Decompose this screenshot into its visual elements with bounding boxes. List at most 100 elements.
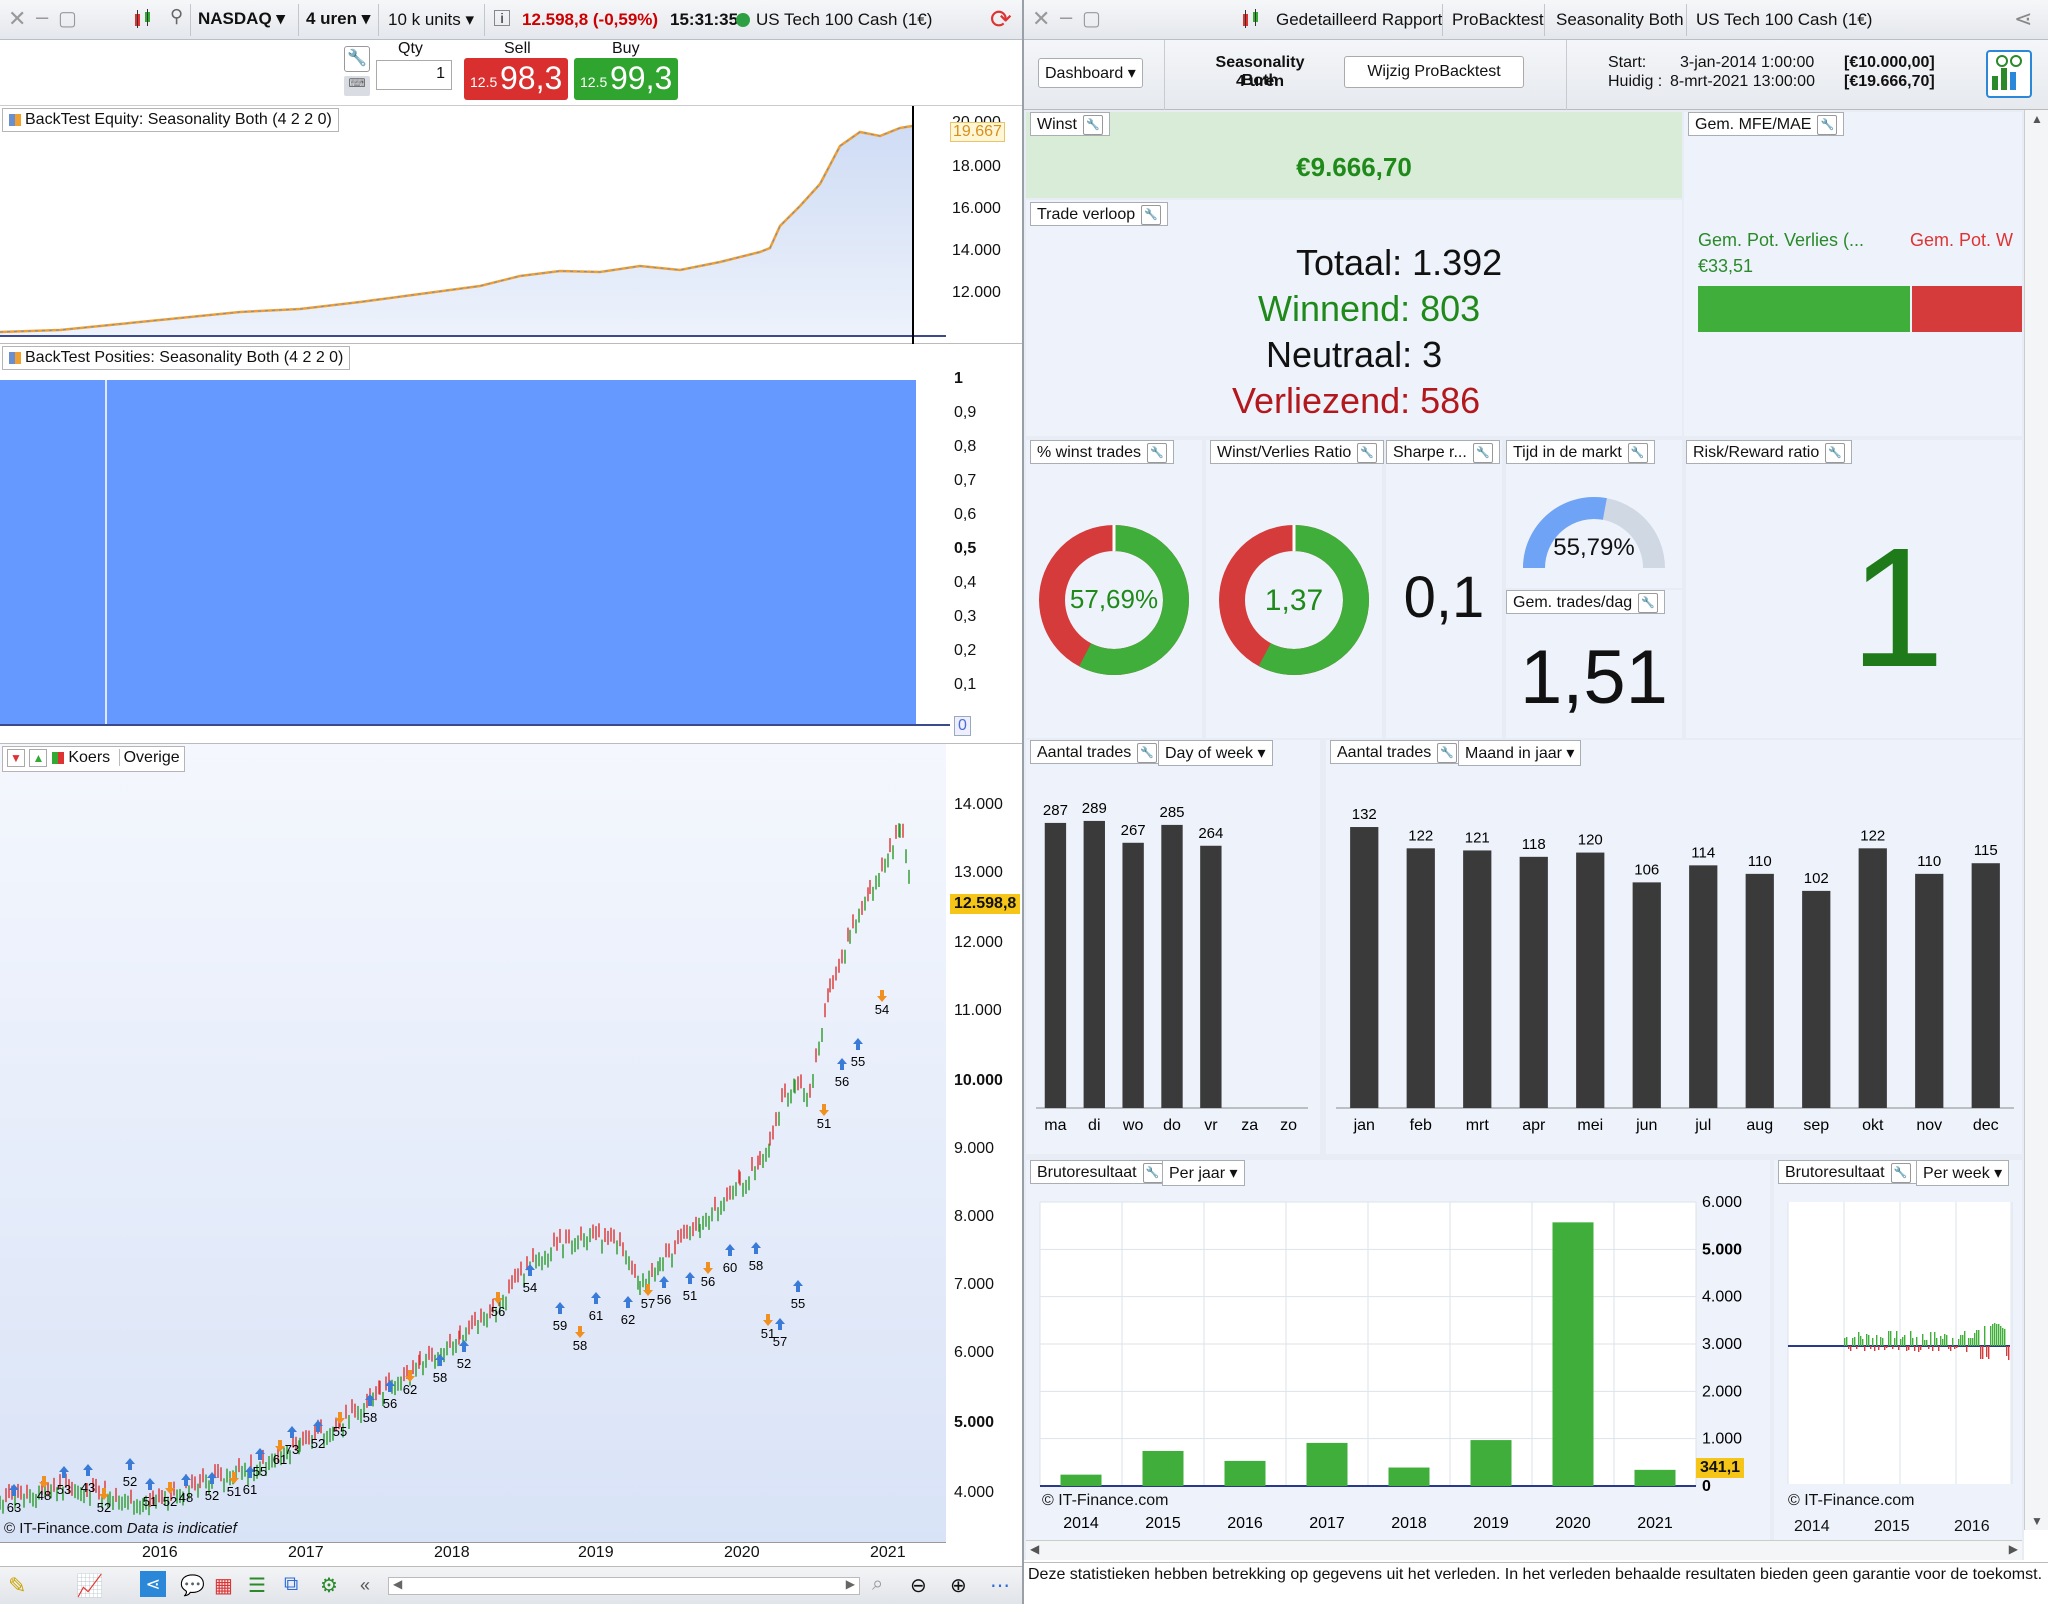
units-selector[interactable]: 10 k units ▾ xyxy=(388,10,475,29)
bar xyxy=(1044,822,1067,1108)
zoom-out-icon[interactable]: ⊖ xyxy=(910,1575,927,1597)
per-year-dropdown[interactable]: Per jaar ▾ xyxy=(1162,1160,1245,1186)
wrench-icon[interactable]: 🔧 xyxy=(1142,1163,1163,1183)
week-bar xyxy=(1890,1331,1892,1346)
win-pct-title[interactable]: % winst trades 🔧 xyxy=(1030,440,1175,464)
dashboard-dropdown[interactable]: Dashboard ▾ xyxy=(1038,58,1143,88)
zoom-in-icon[interactable]: ⊕ xyxy=(950,1575,967,1597)
winst-value: €9.666,70 xyxy=(1296,152,1412,182)
wrench-icon[interactable]: 🔧 xyxy=(1825,443,1846,463)
x-tick-label: za xyxy=(1241,1117,1258,1134)
dashboard-settings-icon[interactable] xyxy=(1986,50,2032,98)
week-bar xyxy=(2004,1329,2006,1346)
mfe-mae-title[interactable]: Gem. MFE/MAE 🔧 xyxy=(1688,112,1845,136)
sell-arrow-icon[interactable]: ▼ xyxy=(7,749,25,767)
buy-button[interactable]: 12.5 99,3 xyxy=(574,58,678,100)
price-title[interactable]: Koers xyxy=(68,749,111,766)
minimize-icon[interactable]: – xyxy=(1060,4,1073,29)
tools-icon[interactable]: ⚙ xyxy=(320,1575,338,1597)
link-icon[interactable]: ⚲ xyxy=(170,6,184,26)
gross-by-year-title[interactable]: Brutoresultaat 🔧 xyxy=(1030,1160,1170,1184)
trade-verloop-title[interactable]: Trade verloop 🔧 xyxy=(1030,202,1169,226)
share-icon[interactable]: ⋖ xyxy=(140,1571,166,1597)
share-icon[interactable]: ⋖ xyxy=(2014,6,2033,31)
instrument-label: NASDAQ xyxy=(198,9,272,28)
edit-probacktest-button[interactable]: Wijzig ProBacktest xyxy=(1344,56,1524,88)
sharpe-widget: Sharpe r... 🔧 0,1 xyxy=(1386,440,1502,738)
maximize-icon[interactable]: ▢ xyxy=(1082,8,1101,30)
wrench-icon[interactable]: 🔧 xyxy=(1083,115,1103,135)
dashboard-horizontal-scrollbar[interactable]: ◀ ▶ xyxy=(1026,1540,2022,1560)
trade-verloop-widget: Trade verloop 🔧 Totaal: 1.392 Winnend: 80… xyxy=(1026,200,1682,436)
wrench-icon[interactable]: 🔧 xyxy=(1472,443,1493,463)
buy-arrow-icon[interactable]: ▲ xyxy=(29,749,48,767)
close-icon[interactable]: ✕ xyxy=(1032,6,1051,31)
equity-panel-title[interactable]: BackTest Equity: Seasonality Both (4 2 2… xyxy=(2,108,339,132)
gross-week-watermark: © IT-Finance.com xyxy=(1788,1492,1915,1509)
week-bar xyxy=(1930,1332,1932,1346)
wrench-icon[interactable]: 🔧 xyxy=(1141,205,1162,225)
trade-label: 57 xyxy=(641,1296,655,1311)
sell-button[interactable]: 12.5 98,3 xyxy=(464,58,568,100)
trades-by-month-title[interactable]: Aantal trades 🔧 xyxy=(1330,740,1465,764)
wl-ratio-title[interactable]: Winst/Verlies Ratio 🔧 xyxy=(1210,440,1385,464)
gross-by-week-title[interactable]: Brutoresultaat 🔧 xyxy=(1778,1160,1918,1184)
chart-type-icon[interactable]: 📈 xyxy=(76,1573,104,1598)
vertical-scrollbar[interactable]: ▲ ▼ xyxy=(2024,110,2048,1530)
tab-probacktest[interactable]: ProBacktest xyxy=(1452,10,1544,29)
wrench-icon[interactable]: 🔧 xyxy=(1638,593,1659,613)
wrench-icon[interactable]: 🔧 xyxy=(1437,743,1458,763)
wrench-icon[interactable]: 🔧 xyxy=(1137,743,1158,763)
positions-baseline xyxy=(0,724,950,726)
timeframe-selector[interactable]: 4 uren ▾ xyxy=(306,9,371,28)
maximize-icon[interactable]: ▢ xyxy=(58,8,77,30)
wrench-icon[interactable]: 🔧 xyxy=(1357,443,1378,463)
qty-input[interactable]: 1 xyxy=(376,60,452,90)
per-week-dropdown[interactable]: Per week ▾ xyxy=(1916,1160,2010,1186)
keyboard-icon[interactable]: ⌨ xyxy=(344,76,370,96)
week-bar xyxy=(1844,1338,1846,1346)
risk-reward-title[interactable]: Risk/Reward ratio 🔧 xyxy=(1686,440,1853,464)
wrench-icon[interactable]: 🔧 xyxy=(1890,1163,1911,1183)
wrench-icon[interactable]: 🔧 xyxy=(344,46,370,72)
bar-value-label: 267 xyxy=(1121,822,1146,839)
tab-strategy[interactable]: Seasonality Both xyxy=(1556,10,1684,29)
toolbar-divider xyxy=(298,4,299,36)
wrench-icon[interactable]: 🔧 xyxy=(1147,443,1168,463)
comment-icon[interactable]: 💬 xyxy=(180,1575,205,1597)
info-icon[interactable]: i xyxy=(494,10,510,26)
candlestick-icon xyxy=(1240,8,1262,30)
other-indicators-button[interactable]: Overige xyxy=(123,749,180,766)
positions-panel-title[interactable]: BackTest Posities: Seasonality Both (4 2… xyxy=(2,346,351,370)
tab-instrument[interactable]: US Tech 100 Cash (1€) xyxy=(1696,10,1873,29)
list-icon[interactable]: ☰ xyxy=(248,1575,266,1597)
candlestick-icon[interactable] xyxy=(132,8,154,30)
more-icon[interactable]: ⋯ xyxy=(990,1575,1010,1597)
trade-label: 54 xyxy=(875,1002,889,1017)
instrument-selector[interactable]: NASDAQ ▾ xyxy=(198,9,285,28)
refresh-icon[interactable]: ⟳ xyxy=(990,4,1012,34)
close-icon[interactable]: ✕ xyxy=(8,6,27,31)
wrench-icon[interactable]: 🔧 xyxy=(1627,443,1648,463)
trades-by-day-title[interactable]: Aantal trades 🔧 xyxy=(1030,740,1165,764)
minimize-icon[interactable]: – xyxy=(36,4,49,29)
time-in-market-title[interactable]: Tijd in de markt 🔧 xyxy=(1506,440,1655,464)
window-icon[interactable]: ⧉ xyxy=(284,1573,299,1595)
sell-label: Sell xyxy=(504,40,531,57)
buy-marker xyxy=(83,1464,93,1476)
window-divider[interactable] xyxy=(1022,0,1024,1604)
collapse-icon[interactable]: « xyxy=(360,1575,371,1595)
day-of-week-dropdown[interactable]: Day of week ▾ xyxy=(1158,740,1273,766)
tab-detailed-report[interactable]: Gedetailleerd Rapport xyxy=(1276,10,1443,29)
drawing-tools-icon[interactable]: ✎ xyxy=(8,1573,27,1598)
wrench-icon[interactable]: 🔧 xyxy=(1817,115,1838,135)
report-icon[interactable]: ▦ xyxy=(214,1575,233,1597)
sharpe-title[interactable]: Sharpe r... 🔧 xyxy=(1386,440,1500,464)
buy-marker xyxy=(751,1242,761,1254)
week-bar xyxy=(1888,1331,1890,1346)
horizontal-scrollbar[interactable]: ◀ ▶ xyxy=(388,1577,860,1595)
trades-per-day-title[interactable]: Gem. trades/dag 🔧 xyxy=(1506,590,1666,614)
zoom-icon[interactable]: ⌕ xyxy=(872,1573,884,1595)
winst-title[interactable]: Winst 🔧 xyxy=(1030,112,1110,136)
month-in-year-dropdown[interactable]: Maand in jaar ▾ xyxy=(1458,740,1582,766)
